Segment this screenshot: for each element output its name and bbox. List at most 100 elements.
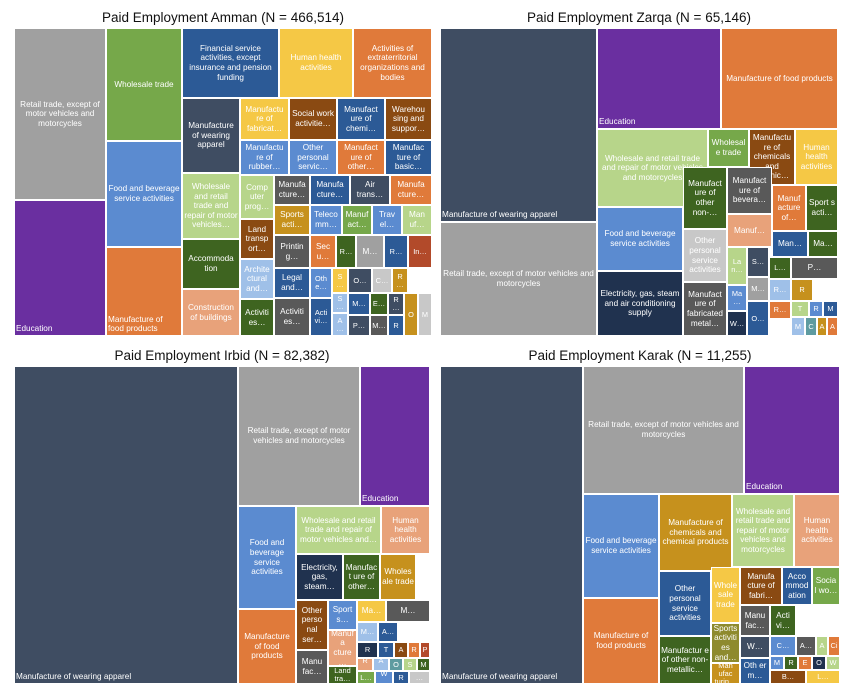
- tile-man-ufac-turin: Man ufac turin…: [711, 663, 740, 684]
- tile-label: Activities of extraterritorial organizat…: [360, 43, 425, 82]
- tile-label: M: [420, 660, 427, 669]
- tile-label: Human health activities: [801, 516, 833, 545]
- tile-label: M…: [362, 246, 378, 256]
- tile-manufact-ure-of-bevera: Manufact ure of bevera…: [727, 167, 772, 214]
- tile-label: P…: [807, 263, 822, 273]
- tile-m: M…: [747, 277, 769, 301]
- tile-wholesale-and-retail-trade-and-repair-of-motor-vehicles: Wholesale and retail trade and repair of…: [182, 173, 240, 239]
- tile-label: Warehou sing and suppor…: [391, 104, 426, 133]
- tile-social-work-activitie: Social work activitie…: [289, 98, 337, 140]
- tile-label: L…: [774, 264, 786, 272]
- tile-label: Land tra…: [334, 667, 351, 683]
- tile-label: A: [819, 642, 825, 650]
- tile-other-personal-service-activities: Other personal service activities: [659, 571, 711, 636]
- tile-ci: Ci: [828, 636, 840, 656]
- tile-label: O: [408, 310, 414, 319]
- tile-: …: [409, 671, 430, 684]
- tile-label: Manufa cture of fabri…: [747, 571, 775, 600]
- chart-title: Paid Employment Zarqa (N = 65,146): [527, 10, 751, 25]
- treemap-plot: Manufacture of wearing apparel Retail tra…: [440, 28, 838, 336]
- tile-manufact-ure-of-other: Manufact ure of other…: [337, 140, 385, 175]
- tile-m: M…: [386, 600, 430, 622]
- tile-label: Manuf act…: [345, 210, 369, 229]
- tile-o: O…: [747, 301, 769, 336]
- tile-r: R…: [392, 268, 408, 293]
- tile-manufacture-of-wearing-apparel: Manufacture of wearing apparel: [440, 28, 597, 222]
- tile-c: C: [805, 317, 817, 336]
- tile-label: Manufact ure of bevera…: [732, 176, 767, 205]
- tile-label: Sports acti…: [280, 210, 304, 229]
- tile-manufactu-re-of-fabricat: Manufactu re of fabricat…: [240, 98, 289, 140]
- tile-label: Manufacture of wearing apparel: [16, 672, 132, 682]
- tile-t: T: [791, 301, 809, 317]
- tile-sport-s-acti: Sport s acti…: [806, 185, 838, 231]
- tile-label: Financial service activities, except ins…: [189, 43, 272, 82]
- tile-label: Other personal service activities: [669, 584, 701, 623]
- tile-electricity-gas-steam-and-air-conditioning-supply: Electricity, gas, steam and air conditio…: [597, 271, 683, 336]
- tile-label: Manufacture of food products: [593, 631, 649, 650]
- tile-o: O…: [348, 268, 372, 293]
- tile-construction-of-buildings: Construction of buildings: [182, 289, 240, 336]
- tile-label: R…: [392, 296, 400, 312]
- tile-label: O: [816, 659, 822, 667]
- tile-m: M…: [348, 293, 370, 315]
- tile-m: M…: [356, 235, 384, 268]
- tile-r: R…: [336, 235, 356, 268]
- tile-ma: Ma…: [727, 285, 747, 311]
- tile-r: R…: [384, 235, 408, 268]
- treemap-panel-2: Paid Employment Irbid (N = 82,382) Manufa…: [14, 348, 430, 684]
- tile-label: Manufacture of wearing apparel: [442, 672, 558, 682]
- tile-manufa-cture-of-fabri: Manufa cture of fabri…: [740, 567, 782, 605]
- tile-w: W…: [375, 671, 393, 684]
- tile-label: M…: [751, 285, 765, 293]
- tile-human-health-activities: Human health activities: [794, 494, 840, 567]
- tile-label: Food and beverage service activities: [604, 229, 676, 248]
- tile-label: W: [829, 659, 837, 667]
- tile-c: C…: [770, 636, 796, 656]
- tile-m: M: [823, 301, 838, 317]
- tile-label: Manuf…: [734, 225, 765, 235]
- tile-label: Manufactu re of fabricat…: [245, 104, 284, 133]
- tile-label: Manu fac…: [744, 610, 766, 630]
- tile-education: Education: [744, 366, 840, 494]
- tile-label: S…: [336, 272, 344, 289]
- tile-manufacture-of-food-products: Manufacture of food products: [583, 598, 659, 684]
- tile-a: A…: [332, 313, 348, 336]
- tile-label: Sport s acti…: [809, 198, 835, 217]
- tile-label: E: [802, 659, 808, 667]
- tile-m: M…: [370, 315, 388, 336]
- tile-label: Legal and…: [281, 273, 303, 292]
- tile-label: Wholes ale trade: [382, 567, 414, 586]
- tile-label: P: [422, 646, 428, 654]
- tile-food-and-beverage-service-activities: Food and beverage service activities: [583, 494, 659, 598]
- tile-manuf: Manuf…: [727, 214, 772, 247]
- tile-manufact-ure-of-chemi: Manufact ure of chemi…: [337, 98, 385, 140]
- treemap-panel-0: Paid Employment Amman (N = 466,514) Retai…: [14, 10, 432, 336]
- tile-label: R: [788, 659, 794, 667]
- tile-label: Manufa cture…: [278, 180, 306, 199]
- tile-label: Ci: [830, 642, 838, 650]
- tile-label: Manufact ure of chemi…: [344, 104, 378, 133]
- tile-p: P: [420, 642, 430, 658]
- tile-manufacture-of-wearing-apparel: Manufacture of wearing apparel: [14, 366, 238, 684]
- tile-o: O: [389, 658, 403, 671]
- tile-label: Land transp ort…: [245, 224, 269, 253]
- tile-label: Human health activities: [290, 53, 342, 72]
- tile-label: S…: [336, 295, 344, 311]
- tile-label: Socia l wo…: [814, 576, 838, 595]
- tile-whole-sale-trade: Whole sale trade: [711, 567, 740, 623]
- tile-label: Sports activiti es and…: [713, 623, 738, 662]
- tile-label: O…: [353, 276, 367, 285]
- chart-title: Paid Employment Karak (N = 11,255): [528, 348, 752, 363]
- tile-comp-uter-prog: Comp uter prog…: [240, 175, 274, 219]
- tile-manufacture-of-chemicals-and-chemical-products: Manufacture of chemicals and chemical pr…: [659, 494, 732, 571]
- tile-e: E…: [370, 293, 388, 315]
- tile-manuf-acture-of: Manuf acture of…: [772, 185, 806, 231]
- tile-activiti-es: Activiti es…: [274, 298, 310, 336]
- tile-sports-acti: Sports acti…: [274, 205, 310, 235]
- tile-label: Acti vi…: [314, 309, 328, 325]
- tile-human-health-activities: Human health activities: [381, 506, 430, 554]
- tile-manuf-act: Manuf act…: [342, 205, 372, 235]
- tile-manu-fac: Manu fac…: [740, 605, 770, 636]
- tile-wholesale-trade: Wholesale trade: [708, 129, 749, 167]
